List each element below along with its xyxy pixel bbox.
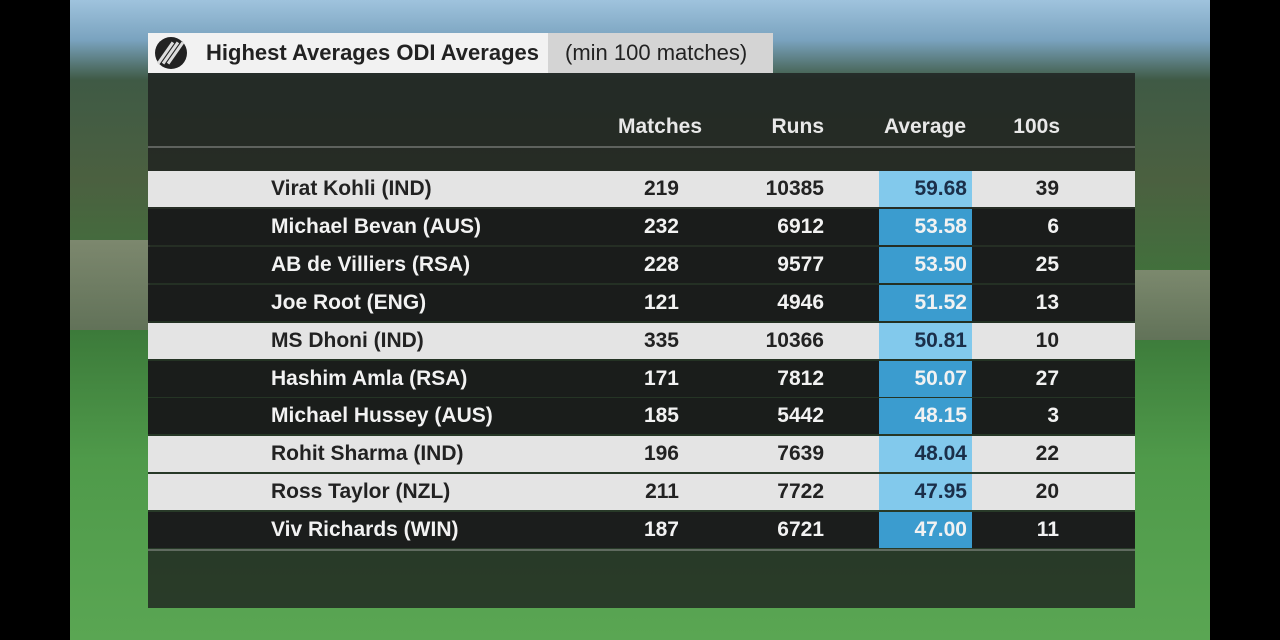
stat-cell: 121 xyxy=(643,290,679,314)
stat-cell: 228 xyxy=(643,252,679,276)
stat-cell: 7722 xyxy=(777,480,824,504)
average-highlight xyxy=(879,284,972,321)
stat-cell: 219 xyxy=(643,177,679,200)
stat-cell: 47.95 xyxy=(914,480,967,504)
stat-cell: 10385 xyxy=(765,177,824,200)
stat-cell: 11 xyxy=(1036,518,1059,542)
player-name: AB de Villiers (RSA) xyxy=(271,252,471,276)
table-row: MS Dhoni (IND) 335 10366 50.81 10 xyxy=(148,322,1135,359)
table-row: Michael Hussey (AUS) 185 5442 48.15 3 xyxy=(148,398,1135,435)
table-row: Rohit Sharma (IND) 196 7639 48.04 22 xyxy=(148,436,1135,473)
table-row: Virat Kohli (IND) 219 10385 59.68 39 xyxy=(148,171,1135,207)
player-name: MS Dhoni (IND) xyxy=(271,328,424,352)
player-name: Michael Bevan (AUS) xyxy=(271,214,482,238)
average-highlight xyxy=(879,208,972,245)
column-header: Runs xyxy=(771,115,825,138)
stat-cell: 335 xyxy=(643,328,679,352)
subtitle: (min 100 matches) xyxy=(565,40,748,65)
stat-cell: 10 xyxy=(1035,328,1059,352)
average-highlight xyxy=(879,360,972,397)
stat-cell: 4946 xyxy=(777,290,824,314)
stat-cell: 10366 xyxy=(765,328,824,352)
stat-cell: 20 xyxy=(1035,480,1059,504)
player-name: Hashim Amla (RSA) xyxy=(271,366,468,390)
table-row: Michael Bevan (AUS) 232 6912 53.58 6 xyxy=(148,208,1135,245)
divider xyxy=(148,146,1135,148)
stat-cell: 211 xyxy=(645,480,679,504)
stat-cell: 27 xyxy=(1035,366,1059,390)
stat-cell: 7812 xyxy=(777,366,824,390)
stat-cell: 50.07 xyxy=(914,366,967,390)
stat-cell: 6 xyxy=(1047,214,1059,238)
stat-cell: 47.00 xyxy=(914,518,967,542)
player-name: Rohit Sharma (IND) xyxy=(271,442,464,466)
stat-cell: 196 xyxy=(643,442,679,466)
stat-cell: 3 xyxy=(1047,404,1059,428)
title: Highest Averages ODI Averages xyxy=(206,40,539,65)
average-highlight xyxy=(879,171,972,207)
stat-cell: 25 xyxy=(1035,252,1059,276)
average-highlight xyxy=(879,436,972,473)
stat-cell: 7639 xyxy=(777,442,824,466)
column-header: Average xyxy=(883,115,967,138)
average-highlight xyxy=(879,398,972,435)
table-row: AB de Villiers (RSA) 228 9577 53.50 25 xyxy=(148,246,1135,283)
table-row: Joe Root (ENG) 121 4946 51.52 13 xyxy=(148,284,1135,321)
player-name: Virat Kohli (IND) xyxy=(271,177,432,200)
table-row: Ross Taylor (NZL) 211 7722 47.95 20 xyxy=(148,474,1135,511)
title-bar: Highest Averages ODI Averages xyxy=(148,33,548,73)
average-highlight xyxy=(879,246,972,283)
stand xyxy=(70,240,150,330)
player-name: Joe Root (ENG) xyxy=(271,290,427,314)
average-highlight xyxy=(879,322,972,359)
stat-cell: 187 xyxy=(643,518,679,542)
stat-cell: 232 xyxy=(643,214,679,238)
average-highlight xyxy=(879,474,972,511)
stat-cell: 6721 xyxy=(777,518,824,542)
stat-cell: 53.58 xyxy=(914,214,967,238)
logo xyxy=(155,37,187,69)
stat-cell: 185 xyxy=(643,404,679,428)
average-highlight xyxy=(879,512,972,549)
stat-cell: 48.04 xyxy=(914,442,967,466)
stat-cell: 9577 xyxy=(777,252,824,276)
column-header: 100s xyxy=(1013,115,1060,138)
stat-cell: 22 xyxy=(1035,442,1059,466)
subtitle-bar: (min 100 matches) xyxy=(548,33,773,73)
stat-cell: 6912 xyxy=(777,214,824,238)
table-row: Hashim Amla (RSA) 171 7812 50.07 27 xyxy=(148,360,1135,397)
player-name: Viv Richards (WIN) xyxy=(271,518,459,542)
stat-cell: 50.81 xyxy=(914,328,967,352)
divider xyxy=(148,549,1135,551)
stat-cell: 5442 xyxy=(777,404,824,428)
stat-cell: 39 xyxy=(1035,177,1059,200)
stat-cell: 51.52 xyxy=(914,290,967,314)
player-name: Michael Hussey (AUS) xyxy=(271,404,493,428)
stat-cell: 48.15 xyxy=(914,404,967,428)
stat-cell: 53.50 xyxy=(914,252,967,276)
stat-cell: 59.68 xyxy=(914,177,967,200)
stand xyxy=(1135,270,1210,340)
stat-cell: 171 xyxy=(643,366,679,390)
table-row: Viv Richards (WIN) 187 6721 47.00 11 xyxy=(148,512,1135,549)
stat-cell: 13 xyxy=(1035,290,1059,314)
column-header: Matches xyxy=(617,115,703,138)
player-name: Ross Taylor (NZL) xyxy=(271,480,451,504)
